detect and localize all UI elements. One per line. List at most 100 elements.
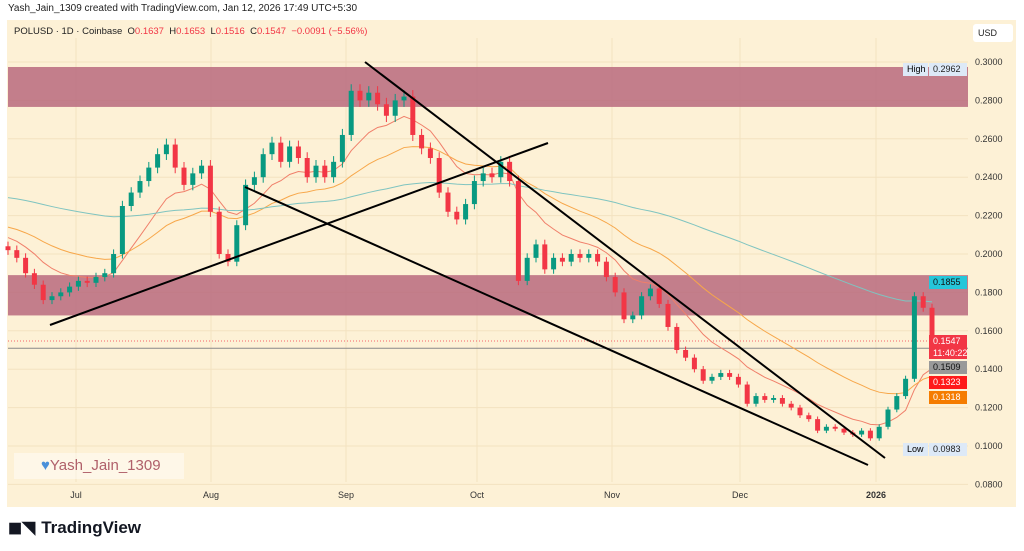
candle-body [463,204,469,220]
candle-body [709,376,715,381]
candle-body [67,286,73,293]
low-label: L [210,26,216,37]
low-label: Low [903,443,928,457]
candle-body [524,257,530,281]
ohlc-legend: POLUSD · 1D · Coinbase O0.1637 H0.1653 L… [14,26,367,37]
candle-body [225,254,231,262]
candle-body [489,173,495,178]
candle-body [410,96,416,135]
candle-body [190,173,196,185]
candle-body [815,419,821,431]
candle-body [383,104,389,116]
price-tick: 0.2600 [975,134,1003,144]
candle-body [577,254,583,258]
candle-body [454,211,460,220]
candle-body [595,254,601,262]
candle-body [542,244,548,270]
candle-body [700,369,706,381]
ma-slow-line [7,181,933,303]
candle-body [14,250,20,258]
tradingview-logo[interactable]: ◼◥ TradingView [8,518,141,538]
candle-body [639,296,645,316]
candle-body [366,92,372,101]
candle-body [84,280,90,283]
time-tick: Nov [604,490,621,500]
price-tick: 0.0800 [975,479,1003,489]
candle-body [207,165,213,212]
tv-logo-icon: ◼◥ [8,518,36,537]
ma-fast-tag: 0.1323 [929,375,967,389]
candle-body [551,257,557,270]
candle-body [339,134,345,162]
candle-body [436,158,442,193]
currency-button[interactable]: USD [973,24,1013,42]
candle-body [93,277,99,283]
candle-body [788,403,794,408]
candle-body [876,426,882,439]
candle-body [911,296,917,379]
candle-body [295,146,301,158]
trendline [244,186,869,466]
close-label: C [250,26,257,37]
candle-body [832,426,838,429]
ma-fast-line [7,115,933,426]
candle-body [498,161,504,178]
candle-body [771,398,777,400]
time-tick: Sep [338,490,354,500]
candle-body [647,288,653,297]
candle-body [586,254,592,258]
candle-body [278,142,284,162]
candle-body [392,100,398,116]
close-value: 0.1547 [256,26,287,37]
high-value: 0.1653 [176,26,206,37]
candle-body [102,273,108,278]
candle-body [727,373,733,377]
candle-body [23,257,29,274]
candle-body [894,396,900,410]
candle-body [683,350,689,358]
price-tick: 0.1000 [975,441,1003,451]
candle-body [797,407,803,416]
candle-body [172,144,178,168]
candle-body [119,206,125,254]
candle-body [691,357,697,370]
candle-body [199,165,205,174]
high-label: High [903,63,928,77]
low-value: 0.1516 [215,26,245,37]
candle-body [357,90,363,101]
candle-body [269,142,275,155]
price-tick: 0.1200 [975,403,1003,413]
symbol-label[interactable]: POLUSD · 1D · Coinbase [14,26,123,37]
countdown: 11:40:22 [933,347,968,358]
candle-body [5,246,11,251]
horizontal-line-tag: 0.1509 [929,360,967,374]
change-value: −0.0091 (−5.56%) [291,26,368,37]
brand-text: TradingView [41,518,142,537]
candle-body [806,415,812,420]
candle-body [260,154,266,178]
candle-body [515,181,521,281]
time-tick: 2026 [866,490,886,500]
candle-body [823,426,829,431]
trendline [364,61,886,459]
candle-body [331,161,337,178]
candle-body [665,303,671,327]
candle-body [735,376,741,385]
time-tick: Oct [470,490,485,500]
candle-body [304,158,310,178]
ma-mid-tag: 0.1318 [929,390,967,404]
price-tick: 0.2800 [975,95,1003,105]
time-tick: Jul [70,490,82,500]
candle-body [533,244,539,258]
candle-body [612,277,618,293]
candle-body [744,384,750,404]
candle-body [348,90,354,135]
candle-body [859,430,865,435]
author-watermark: ♥Yash_Jain_1309 [14,453,184,479]
candle-body [419,134,425,149]
price-tick: 0.2000 [975,249,1003,259]
ma-mid-line [7,146,933,395]
candle-body [163,144,169,155]
high-label: H [169,26,177,37]
